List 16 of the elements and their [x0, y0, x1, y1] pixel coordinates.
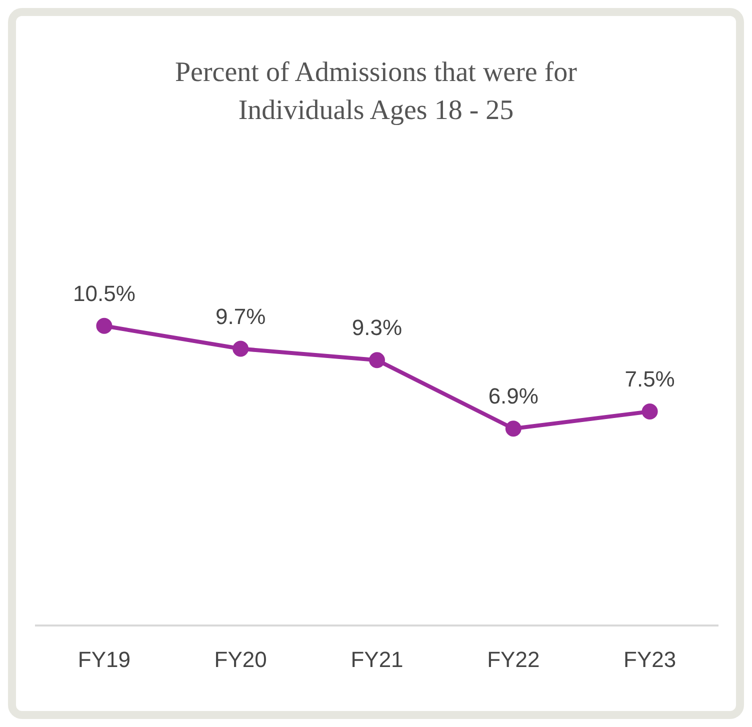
x-tick-label: FY20	[214, 646, 267, 672]
data-label: 7.5%	[624, 366, 675, 392]
x-tick-label: FY23	[624, 646, 676, 672]
point	[642, 404, 658, 420]
data-label: 9.3%	[352, 315, 402, 340]
point	[505, 420, 522, 437]
point	[232, 340, 249, 357]
x-tick-label: FY19	[78, 646, 130, 672]
point	[96, 318, 112, 334]
data-label: 10.5%	[73, 280, 136, 306]
x-tick-label: FY22	[487, 646, 540, 672]
chart-title: Percent of Admissions that were for Individuals Ages 18 - 25	[174, 56, 578, 128]
data-label: 9.7%	[216, 304, 266, 329]
point	[369, 352, 385, 368]
x-tick-label: FY21	[350, 646, 404, 672]
data-label: 6.9%	[488, 384, 538, 409]
